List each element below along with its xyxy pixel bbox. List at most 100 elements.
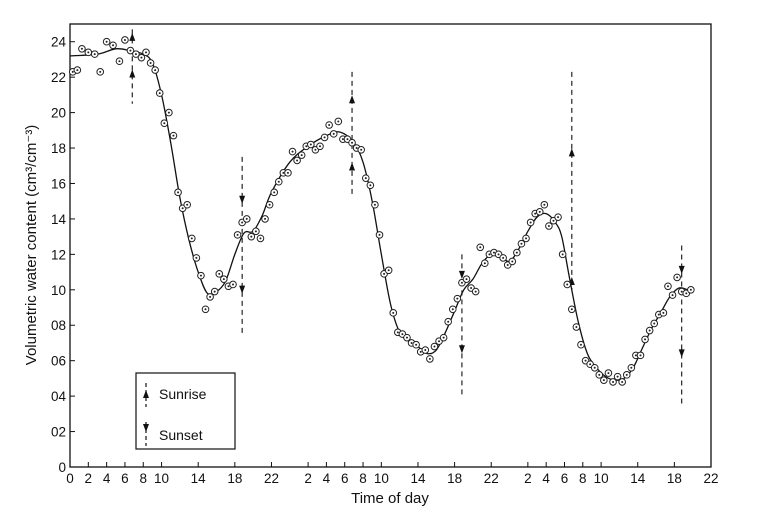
observed-point-30 <box>220 275 228 283</box>
observed-point-22 <box>183 200 192 209</box>
observed-point-26 <box>201 305 210 314</box>
y-tick-label-3: 06 <box>51 354 66 369</box>
y-axis-title: Volumetric water content (cm³/cm⁻³) <box>23 125 40 365</box>
observed-point-112 <box>595 371 604 379</box>
observed-points-layer <box>68 36 695 386</box>
fitted-curve <box>69 48 693 381</box>
observed-point-13 <box>142 48 150 57</box>
x-tick-label-3: 6 <box>121 471 129 486</box>
observed-point-33 <box>233 231 242 239</box>
legend-sunset-marker <box>143 422 149 446</box>
observed-point-3 <box>84 48 93 57</box>
x-tick-labels: 0 2 4 6 8 10 14 18 22 2 4 6 8 10 14 18 22 2 4 6 8 10 14 18 22 <box>66 471 718 486</box>
y-tick-label-1: 02 <box>51 425 66 440</box>
y-tick-label-7: 14 <box>51 212 67 227</box>
x-tick-label-9: 2 <box>304 471 312 486</box>
observed-point-28 <box>210 287 219 296</box>
x-tick-label-7: 18 <box>227 471 242 486</box>
observed-point-45 <box>288 147 297 156</box>
x-tick-label-11: 6 <box>341 471 349 486</box>
observed-point-81 <box>453 294 462 303</box>
observed-point-5 <box>96 68 105 76</box>
observed-point-93 <box>508 257 517 266</box>
observed-point-74 <box>421 346 430 354</box>
observed-point-60 <box>357 146 365 154</box>
y-tick-label-11: 22 <box>51 70 66 85</box>
observed-point-14 <box>146 59 155 67</box>
x-tick-label-12: 8 <box>359 471 367 486</box>
observed-point-75 <box>426 355 434 363</box>
axis-ticks <box>69 41 712 468</box>
observed-point-115 <box>609 378 617 386</box>
observed-point-49 <box>307 140 315 149</box>
observed-point-41 <box>270 188 279 197</box>
x-tick-label-8: 22 <box>264 471 279 486</box>
observed-point-70 <box>403 333 411 342</box>
x-tick-label-13: 10 <box>374 471 389 486</box>
sunrise-marker-2 <box>568 71 575 290</box>
x-tick-label-10: 4 <box>323 471 331 486</box>
x-tick-label-21: 10 <box>594 471 609 486</box>
observed-point-66 <box>384 266 393 275</box>
observed-point-101 <box>545 222 553 230</box>
observed-point-116 <box>613 372 622 381</box>
x-tick-label-16: 22 <box>484 471 499 486</box>
observed-point-85 <box>471 287 480 296</box>
x-axis-title: Time of day <box>351 490 429 507</box>
legend-sunrise-marker <box>143 383 149 407</box>
observed-point-24 <box>192 254 201 262</box>
y-tick-label-2: 04 <box>51 389 67 404</box>
y-tick-label-6: 12 <box>51 247 66 262</box>
x-tick-label-4: 8 <box>139 471 147 486</box>
observed-point-47 <box>297 151 306 159</box>
observed-point-1 <box>73 66 82 74</box>
observed-point-7 <box>109 41 117 50</box>
observed-point-63 <box>371 200 379 209</box>
observed-point-95 <box>517 239 526 248</box>
observed-point-76 <box>430 342 439 351</box>
observed-point-83 <box>462 275 471 283</box>
y-tick-label-5: 10 <box>51 283 66 298</box>
observed-point-80 <box>448 305 457 314</box>
observed-point-18 <box>165 108 173 117</box>
x-tick-label-15: 18 <box>447 471 462 486</box>
observed-point-53 <box>325 121 333 129</box>
observed-point-36 <box>247 232 256 241</box>
observed-point-87 <box>481 259 489 268</box>
observed-point-51 <box>316 142 324 151</box>
observed-point-106 <box>568 305 576 314</box>
fitted-curve-layer <box>69 48 693 381</box>
observed-point-121 <box>636 351 645 360</box>
x-tick-label-19: 6 <box>561 471 569 486</box>
observed-point-2 <box>78 45 86 53</box>
observed-point-29 <box>215 270 224 278</box>
observed-point-122 <box>641 335 649 344</box>
observed-point-79 <box>444 317 452 326</box>
observed-point-103 <box>554 213 562 221</box>
y-tick-label-12: 24 <box>51 35 67 50</box>
observed-point-4 <box>90 50 99 58</box>
x-tick-label-23: 18 <box>667 471 682 486</box>
observed-point-94 <box>513 248 521 257</box>
sunrise-marker-0 <box>129 29 136 104</box>
sun-event-markers <box>129 29 685 405</box>
observed-point-40 <box>265 200 274 209</box>
observed-point-108 <box>577 340 585 349</box>
observed-point-132 <box>687 286 695 294</box>
observed-point-20 <box>174 188 182 197</box>
observed-point-118 <box>622 371 631 379</box>
y-tick-label-8: 16 <box>51 176 66 191</box>
observed-point-91 <box>499 254 507 262</box>
observed-point-52 <box>320 133 329 142</box>
observed-point-117 <box>618 378 626 386</box>
observed-point-104 <box>558 250 567 259</box>
y-tick-label-9: 18 <box>51 141 66 156</box>
observed-point-58 <box>348 138 356 147</box>
observed-point-10 <box>126 46 135 55</box>
observed-point-19 <box>169 131 178 140</box>
x-tick-label-14: 14 <box>410 471 426 486</box>
x-tick-label-17: 2 <box>524 471 532 486</box>
observed-point-61 <box>361 174 370 182</box>
observed-point-126 <box>659 309 668 317</box>
